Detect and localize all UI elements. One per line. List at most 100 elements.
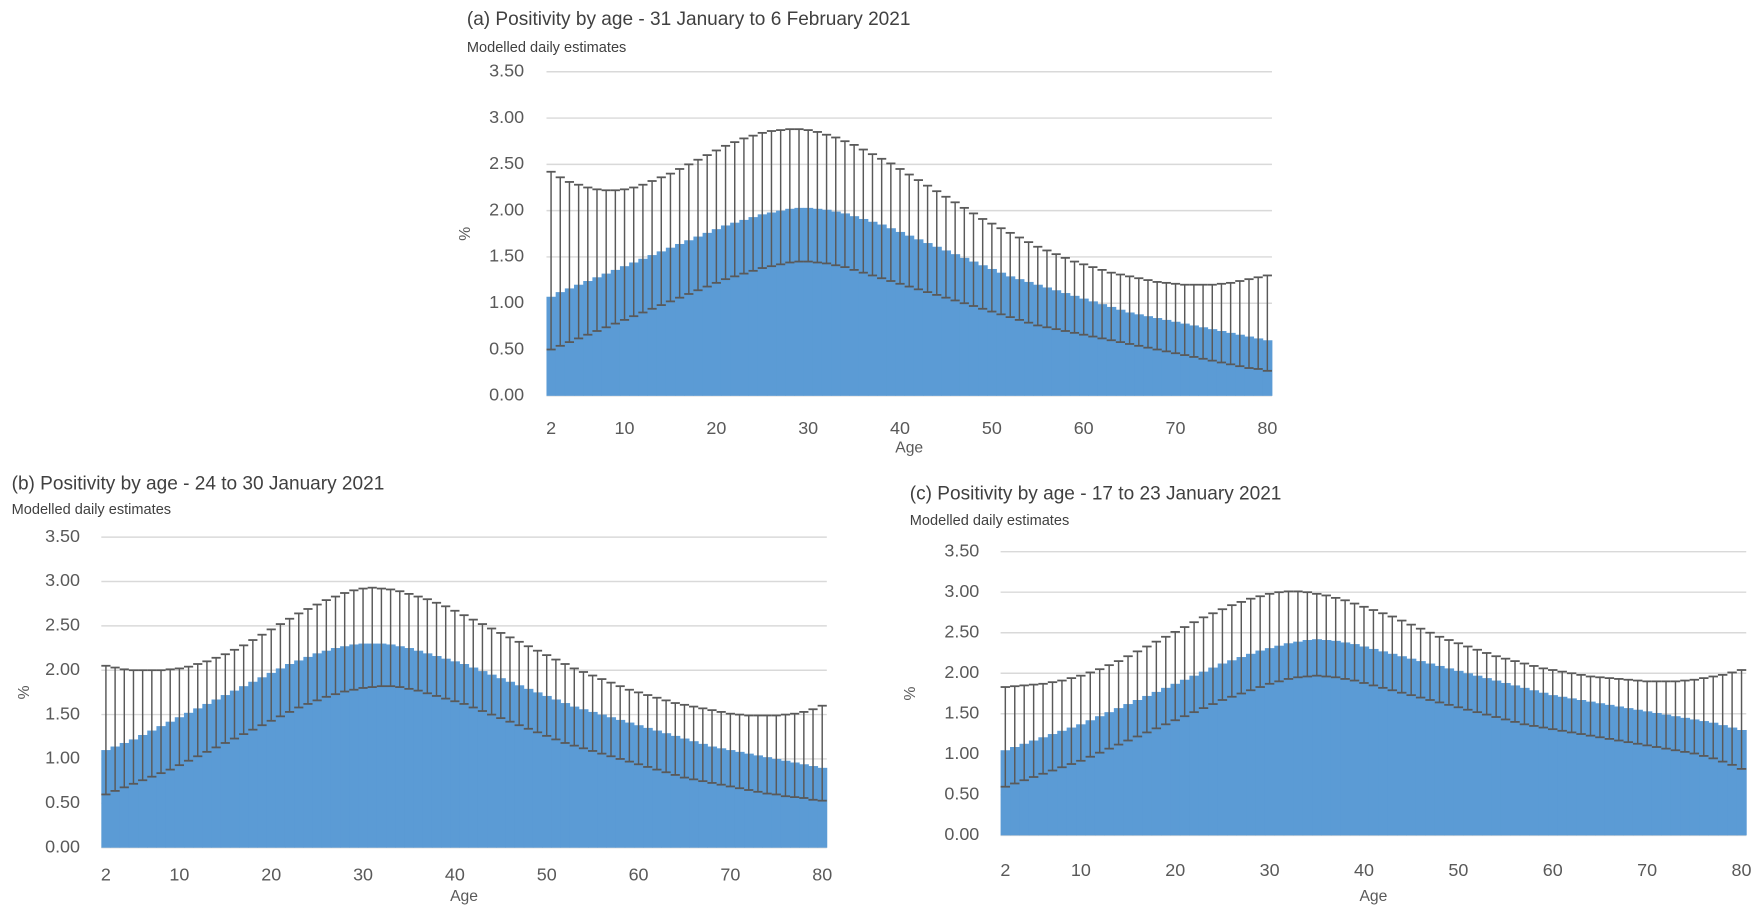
error-bar [987,222,997,313]
error-bar [110,666,120,792]
error-bar [574,183,584,340]
bar [950,254,961,396]
bar [487,674,497,848]
error-bar [895,168,905,285]
bar [941,250,951,396]
bar [734,751,745,848]
bar [679,738,690,848]
bar [1349,644,1360,836]
bar [321,650,332,848]
error-bar [404,592,414,690]
bar [532,692,543,848]
error-bar [1689,678,1700,755]
error-bar [1359,605,1369,684]
bar [1179,679,1190,836]
error-bar [459,614,469,705]
error-bars [1000,590,1747,788]
error-bar [762,714,772,795]
bar [1000,750,1011,836]
bar [1312,639,1322,836]
error-bar [790,712,800,799]
x-tick-label: 70 [1637,860,1657,880]
bar [1069,295,1080,396]
bar [633,725,644,848]
error-bar [1235,280,1245,368]
error-bar [1557,670,1567,732]
error-bar [1670,680,1681,752]
bar [202,703,212,848]
error-bar [812,131,822,264]
bar [720,225,731,396]
bar [647,255,658,396]
error-bar [555,176,565,347]
x-tick-label: 80 [1257,418,1277,438]
error-bar [1227,604,1237,698]
error-bar [1727,671,1737,766]
bar [183,712,194,848]
error-bar [1717,673,1728,763]
bar [1302,640,1313,836]
bar [693,236,704,396]
bar [413,650,424,848]
error-bar [959,206,969,305]
error-bar [1415,627,1426,699]
error-bar [1069,260,1080,334]
bar [652,730,662,848]
bar [1097,304,1108,396]
bar [831,211,841,396]
bar [675,243,685,396]
bar [358,643,369,848]
error-bar [1216,282,1227,364]
error-bar [831,136,841,267]
bar [1113,708,1124,836]
bar [1283,643,1294,836]
x-tick-label: 2 [1000,860,1010,880]
error-bar [275,623,285,718]
chart-title: (a) Positivity by age - 31 January to 6 … [467,9,911,30]
error-bar [1033,245,1043,327]
y-tick-label: 3.00 [944,581,979,601]
bar [1079,298,1089,396]
error-bar [413,595,423,692]
bar [1472,675,1483,836]
error-bar [922,184,933,294]
error-bar [1262,274,1272,372]
error-bar [1472,648,1482,714]
error-bar [1042,249,1052,329]
error-bar [996,227,1006,316]
error-bar [1274,591,1284,683]
bar [716,748,727,848]
bar [987,268,997,396]
y-tick-label: 0.50 [45,792,80,812]
bars [546,207,1273,396]
error-bar [1097,268,1107,340]
error-bar [1180,283,1190,356]
error-bar [725,712,735,788]
error-bar [220,653,230,744]
error-bar [312,603,322,702]
error-bar [321,599,331,698]
bar [1028,740,1039,836]
bar [597,714,607,848]
error-bar [1094,668,1105,754]
error-bar [629,186,639,318]
bar [1198,671,1209,836]
bar [386,644,396,848]
error-bar [1632,679,1643,745]
x-axis-label: Age [450,888,478,905]
y-tick-label: 0.50 [489,338,524,358]
bar [968,261,979,396]
error-bar [633,691,644,766]
error-bar [1236,601,1247,695]
error-bar [330,595,341,696]
error-bar [886,162,896,282]
bar [1510,685,1521,836]
bar [1246,653,1256,836]
error-bar [808,708,818,801]
bar [294,660,304,848]
error-bar [1079,263,1089,336]
bar [1088,301,1098,396]
error-bar [932,190,942,296]
error-bar [698,707,708,783]
error-bar [610,189,620,325]
